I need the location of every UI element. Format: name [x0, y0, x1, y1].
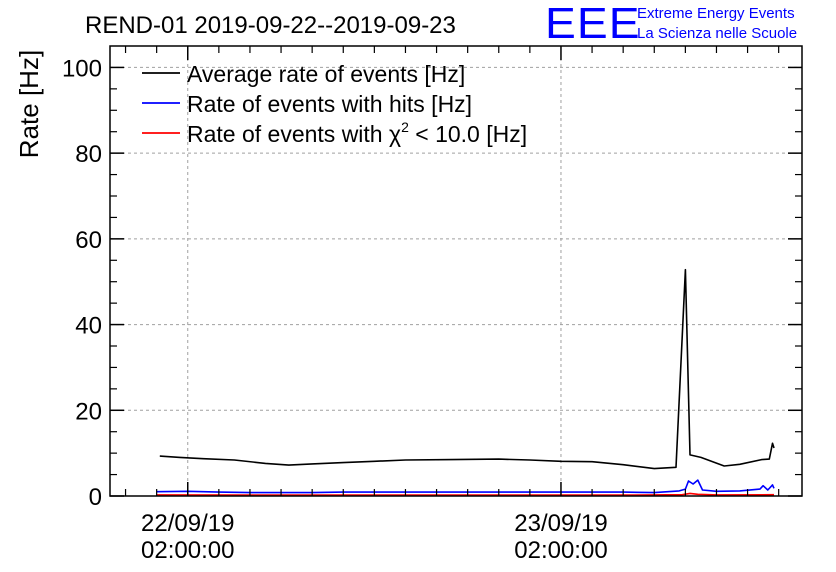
- series-line-0: [159, 268, 775, 470]
- y-axis-label: Rate [Hz]: [14, 50, 44, 158]
- series-lines: [156, 268, 775, 496]
- plot-border: [109, 45, 803, 497]
- y-tick-label: 0: [89, 484, 102, 511]
- series-line-1: [156, 479, 775, 494]
- x-tick-label-date: 22/09/19: [141, 510, 234, 537]
- chart-title: REND-01 2019-09-22--2019-09-23: [85, 12, 456, 39]
- x-tick-label-time: 02:00:00: [141, 537, 234, 564]
- eee-logo-line1: Extreme Energy Events: [637, 5, 795, 22]
- eee-logo: EEE Extreme Energy Events La Scienza nel…: [545, 2, 835, 46]
- legend-label-0: Average rate of events [Hz]: [187, 61, 465, 87]
- y-tick-label: 20: [75, 398, 102, 425]
- x-tick-label-date: 23/09/19: [514, 510, 607, 537]
- axis-ticks: 02040608010022/09/1902:00:0023/09/1902:0…: [62, 46, 802, 564]
- eee-logo-line2: La Scienza nelle Scuole: [637, 25, 798, 42]
- y-tick-label: 80: [75, 141, 102, 168]
- y-tick-label: 100: [62, 55, 102, 82]
- legend-label-1: Rate of events with hits [Hz]: [187, 91, 472, 117]
- legend: Average rate of events [Hz] Rate of event…: [142, 61, 527, 147]
- x-tick-label-time: 02:00:00: [514, 537, 607, 564]
- plot-frame: [109, 45, 803, 497]
- y-tick-label: 40: [75, 313, 102, 340]
- eee-logo-mark: EEE: [545, 0, 641, 48]
- y-tick-label: 60: [75, 227, 102, 254]
- legend-label-2: Rate of events with χ2 < 10.0 [Hz]: [187, 119, 527, 147]
- series-line-2: [156, 492, 775, 496]
